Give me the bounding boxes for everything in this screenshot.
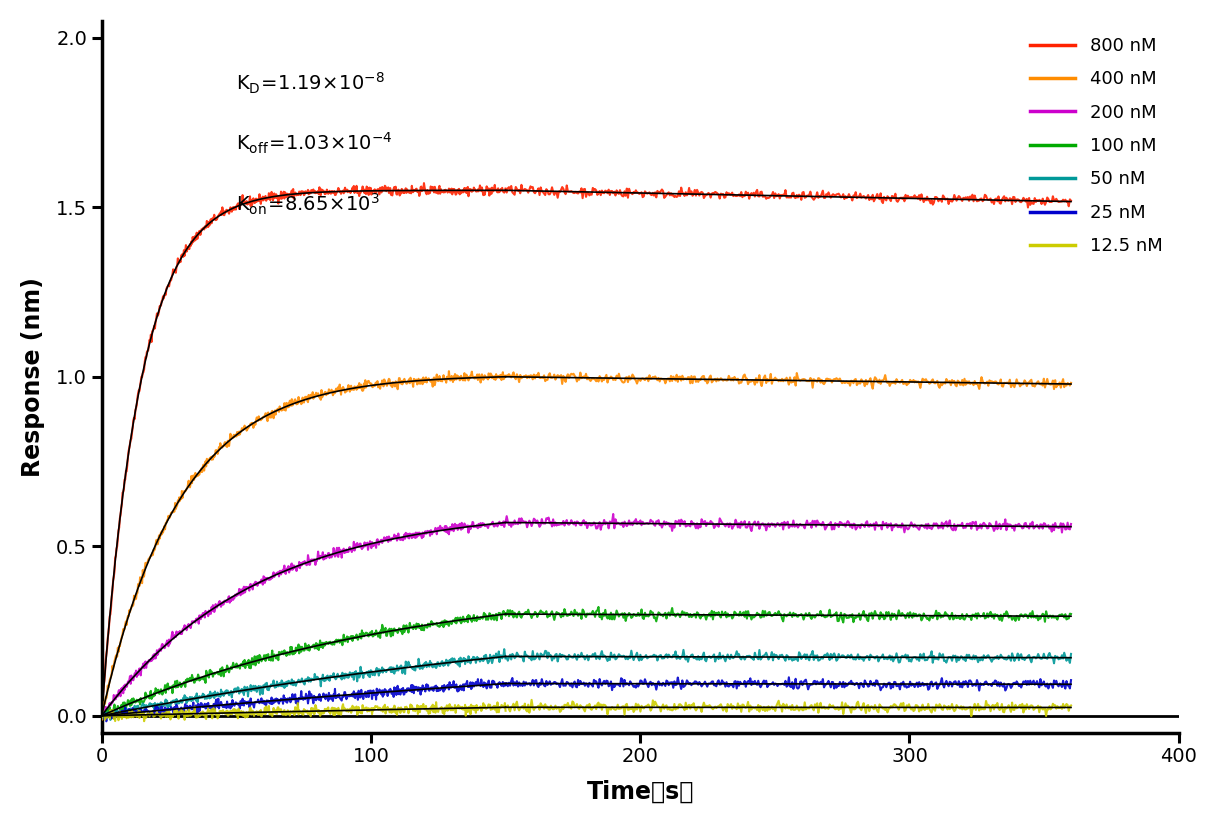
Text: $\mathrm{K_{off}\!=\!1.03\!\times\!10^{-4}}$: $\mathrm{K_{off}\!=\!1.03\!\times\!10^{-… (236, 131, 392, 157)
Y-axis label: Response (nm): Response (nm) (21, 277, 45, 477)
Text: $\mathrm{K_{on}\!=\!8.65\!\times\!10^{3}}$: $\mathrm{K_{on}\!=\!8.65\!\times\!10^{3}… (236, 191, 380, 217)
X-axis label: Time（s）: Time（s） (587, 780, 694, 804)
Text: $\mathrm{K_D\!=\!1.19\!\times\!10^{-8}}$: $\mathrm{K_D\!=\!1.19\!\times\!10^{-8}}$ (236, 71, 385, 96)
Legend: 800 nM, 400 nM, 200 nM, 100 nM, 50 nM, 25 nM, 12.5 nM: 800 nM, 400 nM, 200 nM, 100 nM, 50 nM, 2… (1023, 30, 1169, 262)
